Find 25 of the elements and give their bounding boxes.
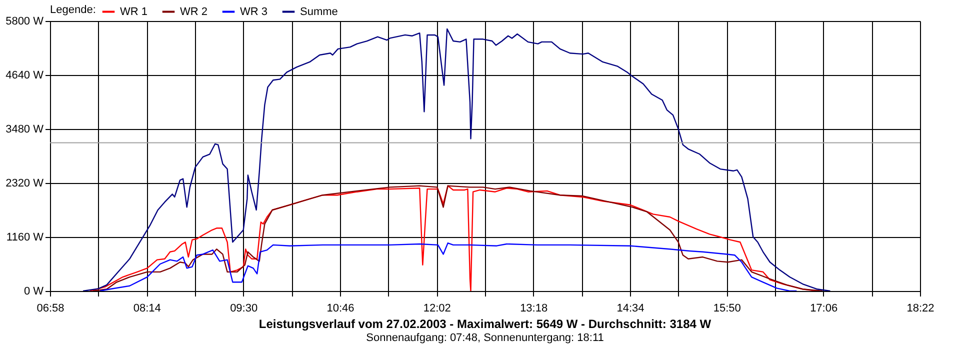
y-tick-label: 5800 W bbox=[6, 16, 44, 28]
x-tick-label: 10:46 bbox=[326, 302, 354, 314]
legend-title: Legende: bbox=[50, 4, 96, 16]
line-series bbox=[99, 242, 798, 291]
x-tick-label: 13:18 bbox=[520, 302, 548, 314]
y-tick-label: 4640 W bbox=[6, 70, 44, 82]
line-series bbox=[82, 28, 831, 291]
x-tick-label: 12:02 bbox=[423, 302, 451, 314]
x-tick-label: 09:30 bbox=[230, 302, 258, 314]
text: Leistungsverlauf vom 27.02.2003 - Maximalwert: 5649 W - Durchschnitt: 3184 W bbox=[258, 317, 712, 331]
y-tick-label: 0 W bbox=[24, 286, 44, 298]
x-tick-label: 18:22 bbox=[906, 302, 934, 314]
legend-label: WR 1 bbox=[120, 6, 148, 18]
y-tick-label: 2320 W bbox=[6, 178, 44, 190]
legend-label: Summe bbox=[300, 6, 338, 18]
y-tick-label: 3480 W bbox=[6, 124, 44, 136]
legend-label: WR 3 bbox=[240, 6, 268, 18]
x-tick-label: 17:06 bbox=[810, 302, 838, 314]
x-tick-label: 08:14 bbox=[133, 302, 161, 314]
x-tick-label: 14:34 bbox=[616, 302, 644, 314]
text: Sonnenaufgang: 07:48, Sonnenuntergang: 18:11 bbox=[366, 332, 604, 344]
x-tick-label: 06:58 bbox=[36, 302, 64, 314]
x-tick-label: 15:50 bbox=[713, 302, 741, 314]
y-tick-label: 1160 W bbox=[6, 232, 44, 244]
legend-label: WR 2 bbox=[180, 6, 208, 18]
